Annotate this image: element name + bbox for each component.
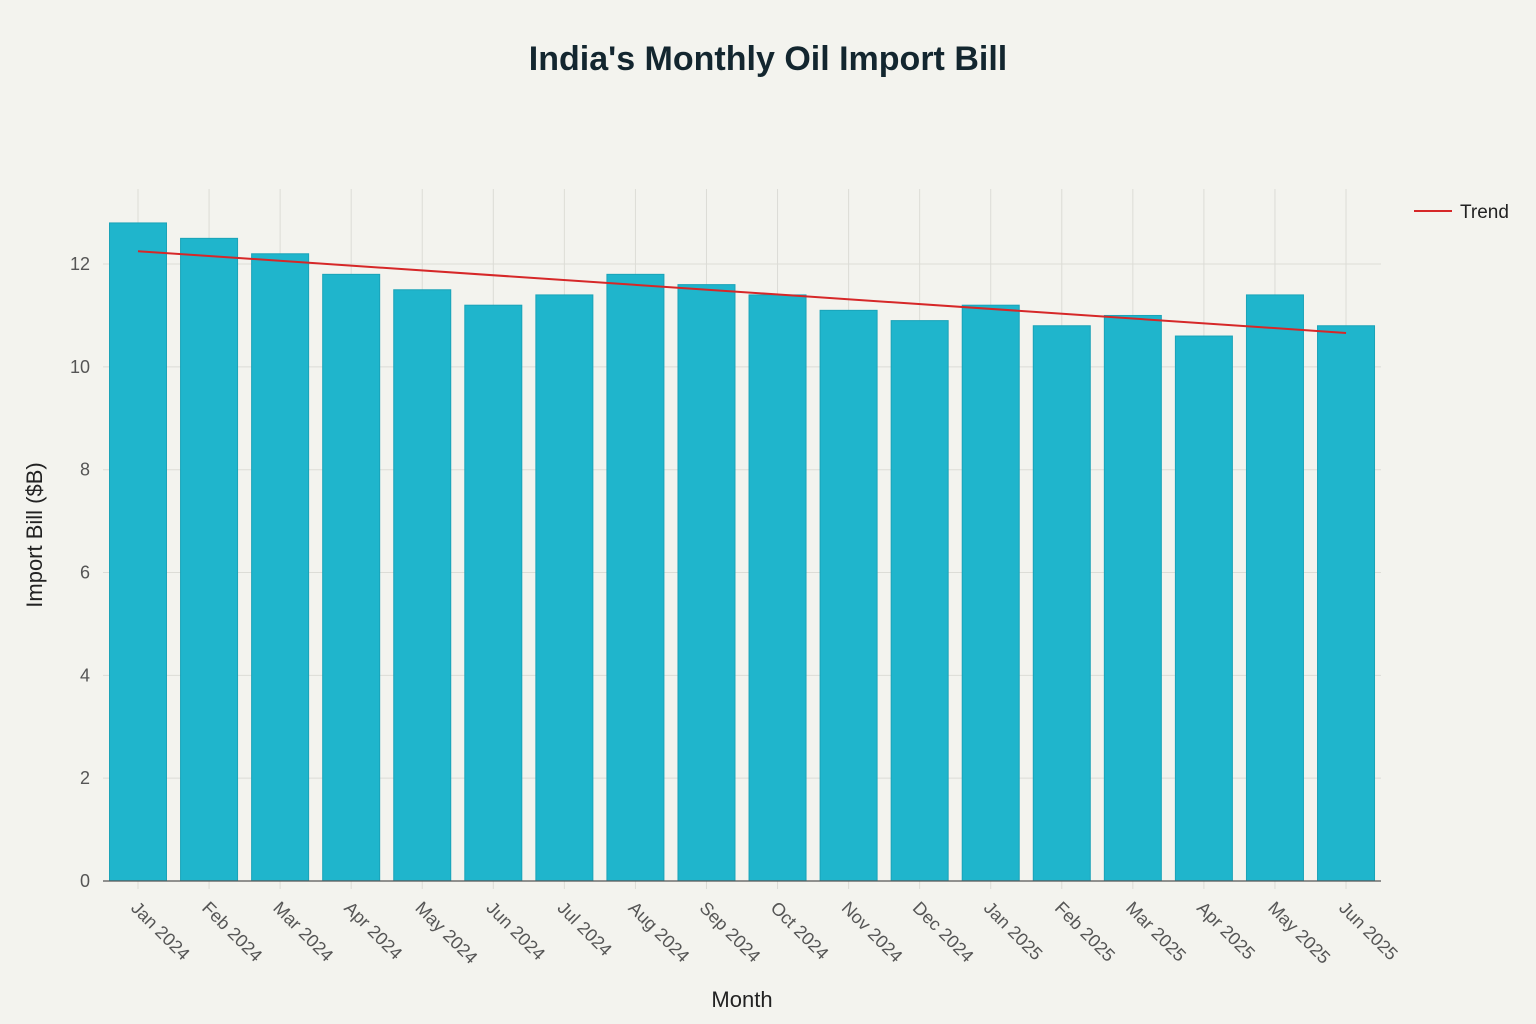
trend-line xyxy=(137,250,1347,334)
bar-feb-2025 xyxy=(1032,325,1091,882)
x-tick-label: Oct 2024 xyxy=(767,898,833,964)
bar-mar-2024 xyxy=(251,253,310,882)
x-tick-label: Feb 2024 xyxy=(198,898,266,966)
x-tick-label: Mar 2024 xyxy=(269,898,337,966)
y-tick-label: 12 xyxy=(70,254,90,274)
bar-apr-2024 xyxy=(322,273,381,882)
chart-title: India's Monthly Oil Import Bill xyxy=(528,40,1008,78)
x-tick-label: Dec 2024 xyxy=(909,898,978,967)
bar-jul-2024 xyxy=(535,294,594,882)
x-tick-label: Feb 2025 xyxy=(1051,898,1119,966)
x-tick-label: Jun 2024 xyxy=(482,898,549,965)
bar-mar-2025 xyxy=(1103,314,1162,882)
x-tick-label: Jan 2024 xyxy=(127,898,194,965)
y-tick-label: 0 xyxy=(80,871,90,891)
x-tick-label: Aug 2024 xyxy=(625,898,694,967)
x-tick-label: Jul 2024 xyxy=(554,898,616,960)
bar-jun-2024 xyxy=(464,304,523,882)
bar-may-2025 xyxy=(1245,294,1304,882)
x-tick-label: Nov 2024 xyxy=(838,898,907,967)
x-tick-label: May 2024 xyxy=(411,898,481,968)
y-tick-label: 10 xyxy=(70,357,90,377)
y-tick-label: 2 xyxy=(80,768,90,788)
bar-apr-2025 xyxy=(1174,335,1233,882)
y-axis-label: Import Bill ($B) xyxy=(22,462,47,607)
x-axis-label: Month xyxy=(711,987,772,1012)
bar-feb-2024 xyxy=(180,237,239,882)
bar-oct-2024 xyxy=(748,294,807,882)
bar-sep-2024 xyxy=(677,284,736,882)
bar-dec-2024 xyxy=(890,320,949,882)
x-tick-label: Apr 2024 xyxy=(340,898,406,964)
x-tick-label: Apr 2025 xyxy=(1193,898,1259,964)
x-tick-label: Sep 2024 xyxy=(696,898,765,967)
x-tick-label: Jun 2025 xyxy=(1335,898,1402,965)
legend-trend-label: Trend xyxy=(1460,202,1509,223)
x-tick-label: May 2025 xyxy=(1264,898,1334,968)
y-tick-label: 8 xyxy=(80,460,90,480)
bar-jun-2025 xyxy=(1317,325,1376,882)
bar-aug-2024 xyxy=(606,273,665,882)
bar-jan-2024 xyxy=(109,222,167,882)
bar-may-2024 xyxy=(393,289,452,882)
bar-jan-2025 xyxy=(961,304,1020,882)
x-tick-label: Jan 2025 xyxy=(980,898,1047,965)
x-tick-label: Mar 2025 xyxy=(1122,898,1190,966)
y-tick-label: 4 xyxy=(80,665,90,685)
y-tick-label: 6 xyxy=(80,563,90,583)
bar-nov-2024 xyxy=(819,309,878,882)
